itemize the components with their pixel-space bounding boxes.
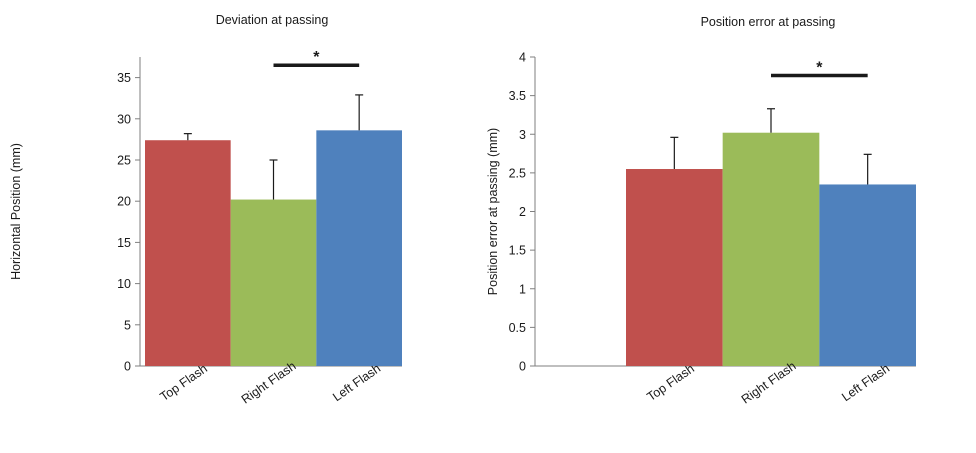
- bar-top-flash: [626, 169, 723, 366]
- x-tick-label: Left Flash: [330, 361, 383, 404]
- x-tick-label: Top Flash: [157, 361, 209, 404]
- bar-right-flash: [230, 199, 317, 366]
- y-tick-label: 30: [117, 112, 131, 126]
- y-tick-label: 0: [519, 360, 526, 374]
- y-tick-label: 3.5: [509, 89, 526, 103]
- significance-star: *: [313, 49, 320, 66]
- chart-title: Deviation at passing: [216, 13, 329, 27]
- y-tick-label: 3: [519, 128, 526, 142]
- y-tick-label: 0.5: [509, 321, 526, 335]
- y-tick-label: 4: [519, 51, 526, 65]
- chart-panel-1: Deviation at passing 0 5 10 15 20 25 30 35 Horizo…: [9, 13, 402, 407]
- y-axis-label: Horizontal Position (mm): [9, 143, 23, 280]
- x-tick-label: Left Flash: [839, 361, 892, 404]
- significance-star: *: [816, 60, 823, 77]
- y-tick-label: 2: [519, 205, 526, 219]
- bar-left-flash: [316, 130, 402, 366]
- y-tick-label: 10: [117, 277, 131, 291]
- bar-left-flash: [819, 184, 916, 366]
- y-tick-label: 5: [124, 318, 131, 332]
- y-tick-label: 2.5: [509, 166, 526, 180]
- y-tick-label: 1.5: [509, 244, 526, 258]
- y-tick-label: 1: [519, 282, 526, 296]
- bar-right-flash: [722, 132, 820, 366]
- bar-top-flash: [145, 140, 231, 366]
- y-tick-label: 25: [117, 154, 131, 168]
- y-tick-label: 20: [117, 195, 131, 209]
- y-tick-label: 15: [117, 236, 131, 250]
- chart-panel-2: Position error at passing 0 0.5 1 1.5 2 2.5 3 3.…: [486, 15, 916, 407]
- y-tick-label: 0: [124, 360, 131, 374]
- y-axis-label: Position error at passing (mm): [486, 128, 500, 295]
- x-tick-label: Top Flash: [644, 361, 696, 404]
- y-tick-label: 35: [117, 71, 131, 85]
- chart-title: Position error at passing: [701, 15, 836, 29]
